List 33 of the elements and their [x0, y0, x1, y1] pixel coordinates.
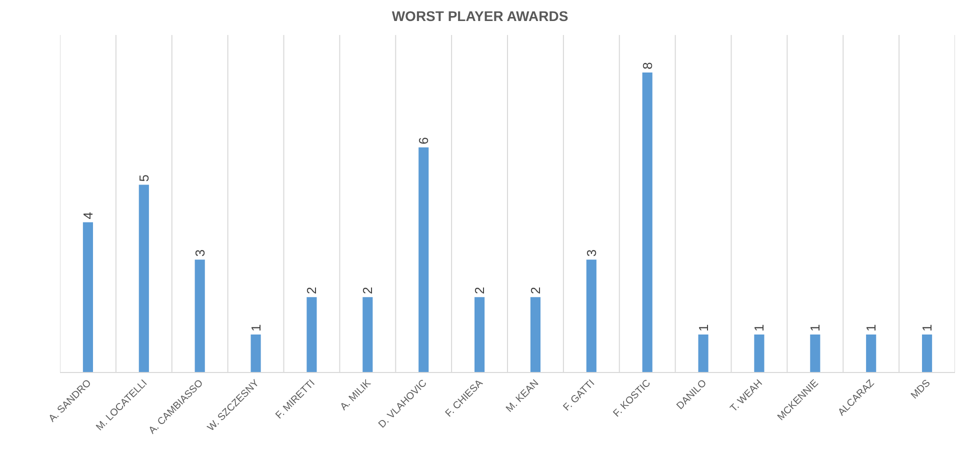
data-label: 1: [248, 324, 264, 332]
data-label: 2: [360, 286, 376, 294]
data-label: 1: [808, 324, 823, 332]
data-label: 3: [584, 249, 599, 257]
chart-title: WORST PLAYER AWARDS: [392, 8, 568, 24]
data-label: 1: [752, 324, 767, 332]
bar: [250, 334, 261, 372]
bar: [194, 260, 205, 372]
data-label: 8: [640, 62, 655, 70]
bar: [418, 147, 429, 372]
bar: [586, 260, 596, 372]
data-label: 4: [80, 212, 96, 220]
data-label: 1: [920, 324, 935, 332]
data-label: 2: [304, 286, 320, 294]
data-label: 1: [696, 324, 711, 332]
bar: [866, 334, 876, 372]
data-label: 2: [472, 286, 488, 294]
bar: [530, 297, 540, 372]
bar: [698, 334, 708, 372]
bar: [82, 222, 93, 372]
bar: [138, 184, 149, 372]
data-label: 6: [416, 137, 432, 144]
bar: [642, 72, 652, 372]
bar: [810, 334, 820, 372]
bar: [474, 297, 485, 372]
data-label: 3: [192, 249, 208, 257]
bar: [306, 297, 317, 372]
data-label: 5: [136, 174, 152, 182]
bar: [922, 334, 932, 372]
bar: [754, 334, 764, 372]
data-label: 1: [864, 324, 879, 332]
data-label: 2: [528, 286, 543, 294]
bar: [362, 297, 373, 372]
